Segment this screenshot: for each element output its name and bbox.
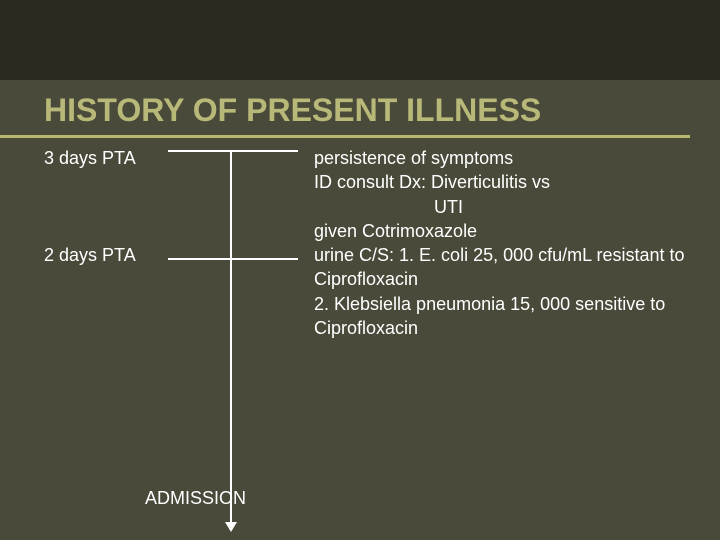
- admission-label: ADMISSION: [145, 488, 246, 509]
- top-bar: [0, 0, 720, 80]
- event-detail: persistence of symptoms: [314, 146, 690, 170]
- timeline-tick-1: [168, 150, 298, 152]
- timeline-vertical-line: [230, 150, 232, 525]
- event-detail: urine C/S: 1. E. coli 25, 000 cfu/mL res…: [314, 243, 690, 292]
- page-title: HISTORY OF PRESENT ILLNESS: [0, 80, 690, 138]
- event-detail: ID consult Dx: Diverticulitis vs: [314, 170, 690, 194]
- timeline-arrow-icon: [225, 522, 237, 532]
- timeline-tick-2: [168, 258, 298, 260]
- timeline-event: 2 days PTA urine C/S: 1. E. coli 25, 000…: [44, 243, 690, 340]
- event-time-label: 2 days PTA: [44, 243, 314, 267]
- content-area: 3 days PTA persistence of symptoms ID co…: [0, 138, 720, 340]
- event-detail: UTI: [314, 195, 690, 219]
- event-detail: 2. Klebsiella pneumonia 15, 000 sensitiv…: [314, 292, 690, 341]
- event-detail: given Cotrimoxazole: [314, 219, 690, 243]
- timeline-event: 3 days PTA persistence of symptoms ID co…: [44, 146, 690, 243]
